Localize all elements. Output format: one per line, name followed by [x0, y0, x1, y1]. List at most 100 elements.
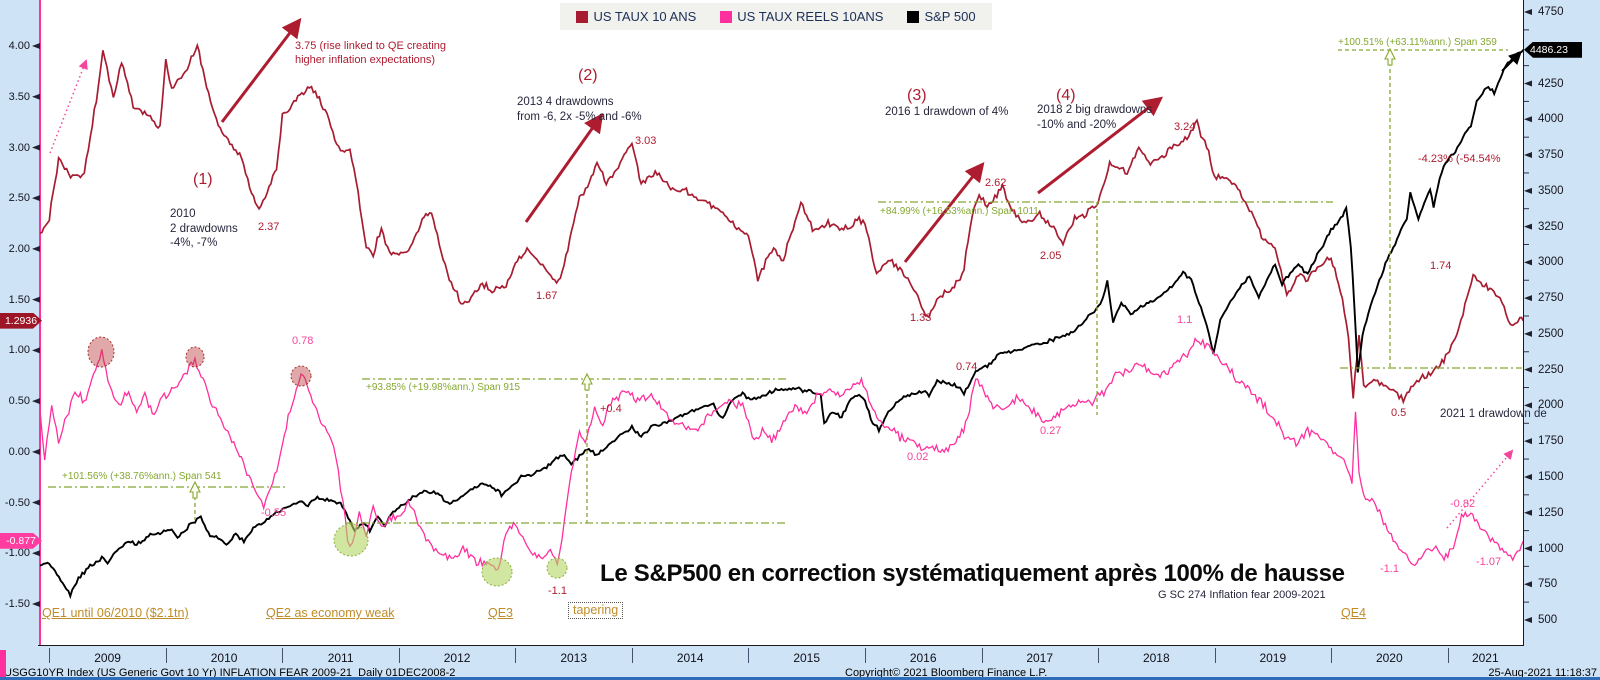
- left-axis-tick-icon: [32, 550, 40, 557]
- right-axis-tick-icon: [1524, 581, 1532, 588]
- right-axis-tick-icon: [1524, 545, 1532, 552]
- drawdown-2018-arrow: [1037, 96, 1164, 195]
- right-axis-tick-icon: [1524, 366, 1532, 373]
- chart-annotation-text: 3.03: [635, 135, 657, 147]
- right-axis-tick-label: 4250: [1538, 77, 1564, 90]
- x-axis-year-label: 2010: [210, 651, 238, 665]
- chart-annotation-text: 0.78: [292, 335, 314, 347]
- chart-annotation-text: 0.74: [956, 361, 978, 373]
- chart-annotation-text: 3.24: [1174, 121, 1196, 133]
- x-axis-year-label: 2018: [1142, 651, 1170, 665]
- chart-annotation-text: -1.07: [1476, 556, 1502, 568]
- chart-subtitle: G SC 274 Inflation fear 2009-2021: [1158, 589, 1326, 601]
- x-axis-year-label: 2017: [1026, 651, 1054, 665]
- right-axis-tick-label: 2250: [1538, 363, 1564, 376]
- right-axis-line: [1523, 0, 1524, 646]
- legend-item-label: US TAUX REELS 10ANS: [737, 9, 884, 24]
- chart-annotation-text: -1.1: [548, 585, 567, 597]
- left-axis-tick-icon: [32, 296, 40, 303]
- right-axis-tick-label: 1750: [1538, 435, 1564, 448]
- trough-highlight-circle: [546, 557, 568, 579]
- chart-annotation-text: 0.27: [1040, 425, 1062, 437]
- legend-item-label: S&P 500: [924, 9, 976, 24]
- qe-rise-arrow: [220, 17, 302, 123]
- left-axis-tick-icon: [32, 93, 40, 100]
- left-axis-tick-icon: [32, 43, 40, 49]
- chart-legend: US TAUX 10 ANS US TAUX REELS 10ANS S&P 500: [560, 3, 992, 30]
- left-axis-tick-icon: [32, 347, 40, 354]
- chart-annotation-text: 2010 2 drawdowns -4%, -7%: [170, 208, 238, 250]
- drawdown-2016-arrow: [903, 161, 985, 263]
- legend-swatch-icon: [576, 10, 589, 23]
- up-arrow-icon: [1384, 47, 1396, 66]
- chart-annotation-text: 3.75 (rise linked to QE creating higher …: [295, 40, 447, 67]
- right-axis-tick-label: 2000: [1538, 399, 1564, 412]
- x-axis-year-label: 2014: [676, 651, 704, 665]
- series-us-taux-10-ans: [40, 42, 1523, 405]
- legend-item-us-taux-reels-10ans[interactable]: US TAUX REELS 10ANS: [720, 9, 883, 24]
- right-axis-tick-icon: [1524, 295, 1532, 302]
- peak-highlight-circle: [87, 336, 115, 368]
- cursor-artifact: [0, 650, 6, 678]
- bottom-axis-line: [38, 645, 1524, 646]
- chart-annotation-text: +0.4: [600, 403, 622, 415]
- x-axis-year-label: 2011: [327, 651, 354, 665]
- chart-annotation-text: -0.82: [1450, 498, 1476, 510]
- left-axis-tick-icon: [32, 245, 40, 252]
- x-axis-separator: [865, 648, 866, 663]
- qe-period-label: QE3: [488, 606, 514, 620]
- legend-item-s-p-500[interactable]: S&P 500: [907, 9, 976, 24]
- up-arrow-icon: [581, 372, 593, 391]
- right-axis-tick-label: 3750: [1538, 149, 1564, 162]
- qe-period-label: QE2 as economy weak: [266, 606, 395, 620]
- x-axis-year-label: 2016: [909, 651, 937, 665]
- last-value-badge: 1.2936: [0, 312, 42, 329]
- right-axis-tick-icon: [1524, 223, 1532, 230]
- chart-annotation-text: 2013 4 drawdowns from -6, 2x -5% and -6%: [517, 96, 642, 123]
- x-axis-separator: [1331, 648, 1332, 663]
- footer-copyright: Copyright© 2021 Bloomberg Finance L.P.: [845, 667, 1048, 679]
- left-axis-tick-label: 3.00: [8, 141, 30, 154]
- series-us-taux-reels-10ans: [40, 336, 1523, 571]
- right-axis-tick-label: 3250: [1538, 220, 1564, 233]
- up-arrow-icon: [189, 480, 201, 499]
- bottom-axis-area: [0, 645, 1600, 680]
- left-axis-tick-icon: [32, 195, 40, 202]
- left-axis-tick-label: -1.50: [4, 598, 30, 610]
- x-axis-separator: [49, 648, 51, 663]
- chart-annotation-text: 1.67: [536, 290, 558, 302]
- left-axis-tick-label: 3.50: [8, 90, 30, 103]
- left-axis-tick-label: 0.50: [8, 395, 30, 408]
- right-axis-tick-icon: [1524, 509, 1532, 516]
- left-axis-tick-label: -1.00: [4, 547, 30, 560]
- right-axis-tick-label: 3500: [1538, 184, 1564, 197]
- right-axis-tick-label: 500: [1538, 614, 1558, 626]
- legend-swatch-icon: [907, 10, 920, 23]
- last-value-badge: -0.877: [0, 532, 42, 549]
- last-value-badge: 4486.23: [1524, 41, 1582, 58]
- right-axis-tick-label: 4750: [1538, 6, 1564, 18]
- chart-annotation-text: +93.85% (+19.98%ann.) Span 915: [366, 382, 521, 393]
- x-axis-separator: [631, 648, 633, 663]
- left-axis-tick-label: 2.00: [8, 242, 30, 255]
- legend-item-us-taux-10-ans[interactable]: US TAUX 10 ANS: [576, 9, 696, 24]
- left-axis-tick-icon: [32, 601, 40, 608]
- qe-period-label: QE4: [1341, 606, 1367, 620]
- left-axis-tick-icon: [32, 144, 40, 151]
- chart-annotation-text: 2.05: [1040, 250, 1062, 262]
- chart-annotation-text: 0.5: [1391, 407, 1407, 419]
- x-axis-year-label: 2015: [793, 651, 821, 665]
- x-axis-separator: [282, 648, 284, 663]
- plot-series-group: [40, 42, 1523, 600]
- right-axis-tick-icon: [1524, 8, 1532, 15]
- peak-highlight-circle: [290, 365, 312, 387]
- left-axis-tick-label: 2.50: [8, 192, 30, 205]
- chart-annotation-text: -1.1: [1380, 563, 1399, 575]
- right-axis-tick-icon: [1524, 80, 1532, 87]
- x-axis-year-label: 2012: [443, 651, 471, 665]
- left-axis-tick-label: 4.00: [8, 40, 30, 52]
- right-axis-tick-label: 1250: [1538, 506, 1564, 519]
- right-axis-tick-label: 1500: [1538, 470, 1564, 483]
- right-axis-tick-label: 3000: [1538, 256, 1564, 269]
